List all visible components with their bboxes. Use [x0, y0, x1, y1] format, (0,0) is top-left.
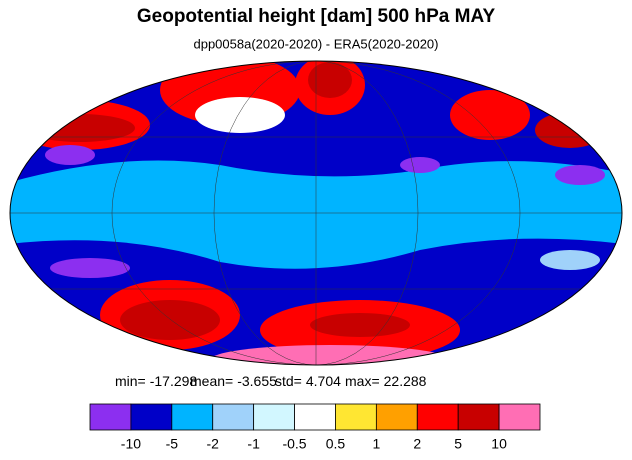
colorbar-label: 10	[491, 436, 507, 452]
subtitle: dpp0058a(2020-2020) - ERA5(2020-2020)	[193, 36, 438, 51]
stat-value: -3.655	[237, 373, 277, 389]
colorbar-label: -2	[207, 436, 220, 452]
stat-label: min=	[115, 373, 146, 389]
colorbar-label: -10	[121, 436, 141, 452]
colorbar-box	[130, 403, 173, 431]
colorbar-box	[253, 403, 295, 431]
colorbar-label: -5	[166, 436, 179, 452]
map	[10, 61, 622, 365]
colorbar-box	[457, 403, 500, 431]
stat-value: -17.298	[150, 373, 198, 389]
colorbar-label: -0.5	[282, 436, 306, 452]
colorbar-label: -1	[247, 436, 260, 452]
title: Geopotential height [dam] 500 hPa MAY	[137, 6, 496, 27]
globe-outline	[9, 60, 623, 366]
stat-label: max=	[345, 373, 380, 389]
stat-value: 4.704	[306, 373, 341, 389]
stat: mean= -3.655	[190, 373, 277, 389]
stat-value: 22.288	[384, 373, 427, 389]
stat: min= -17.298	[115, 373, 197, 389]
stat: std= 4.704	[275, 373, 341, 389]
colorbar-box	[89, 403, 132, 431]
colorbar-box	[416, 403, 459, 431]
stat-label: mean=	[190, 373, 233, 389]
colorbar-box	[212, 403, 255, 431]
colorbar-label: 1	[372, 436, 380, 452]
colorbar-box	[294, 403, 336, 431]
colorbar-label: 2	[413, 436, 421, 452]
colorbar-label: 0.5	[326, 436, 346, 452]
colorbar-box	[498, 403, 541, 431]
colorbar-box	[171, 403, 214, 431]
stat: max= 22.288	[345, 373, 427, 389]
colorbar: -10 -5 -2 -1 -0.5 0.5 1 2 5 10	[89, 403, 541, 452]
colorbar-box	[375, 403, 418, 431]
colorbar-label: 5	[454, 436, 462, 452]
stat-label: std=	[275, 373, 302, 389]
colorbar-box	[335, 403, 377, 431]
